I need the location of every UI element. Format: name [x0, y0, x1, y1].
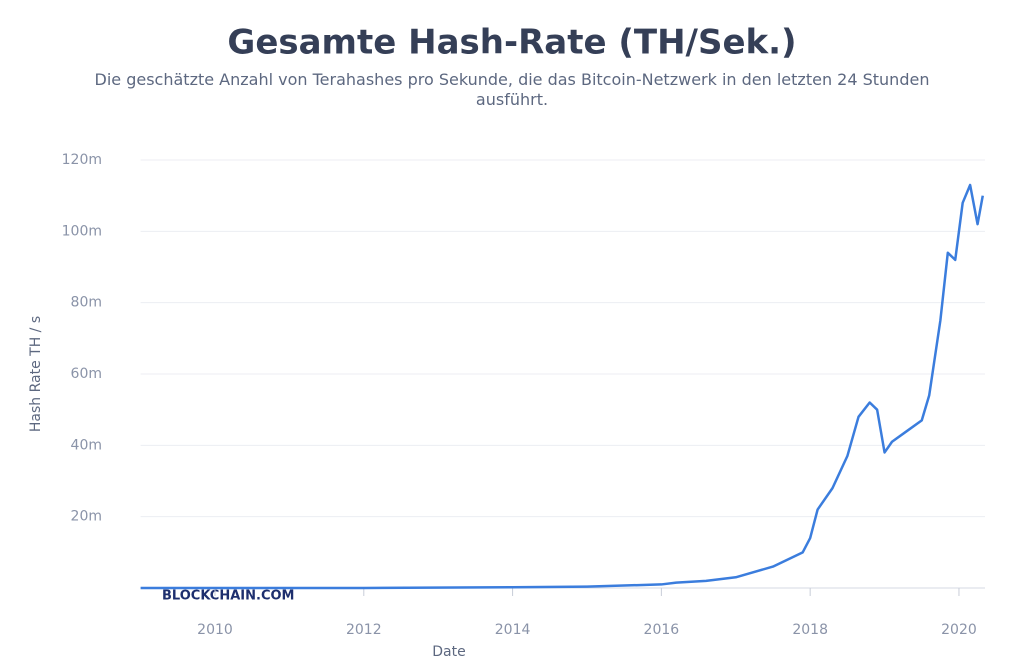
x-tick-label: 2018 — [792, 622, 828, 638]
x-tick-label: 2010 — [197, 622, 233, 638]
chart-subtitle: Die geschätzte Anzahl von Terahashes pro… — [94, 70, 930, 109]
x-tick-label: 2020 — [941, 622, 977, 638]
x-axis-label: Date — [432, 644, 465, 657]
y-axis-label: Hash Rate TH / s — [28, 316, 44, 432]
y-tick-label: 120m — [62, 152, 102, 168]
x-tick-label: 2014 — [495, 622, 531, 638]
chart-title: Gesamte Hash-Rate (TH/Sek.) — [227, 23, 796, 63]
x-tick-label: 2016 — [644, 622, 680, 638]
y-tick-label: 80m — [71, 295, 102, 311]
y-tick-label: 100m — [62, 223, 102, 239]
y-tick-label: 60m — [71, 366, 102, 382]
x-tick-label: 2012 — [346, 622, 382, 638]
y-tick-label: 20m — [71, 509, 102, 525]
y-tick-label: 40m — [71, 437, 102, 453]
subtitle-box: Die geschätzte Anzahl von Terahashes pro… — [94, 70, 930, 109]
watermark: BLOCKCHAIN.COM — [162, 589, 294, 604]
data-line — [140, 183, 984, 590]
